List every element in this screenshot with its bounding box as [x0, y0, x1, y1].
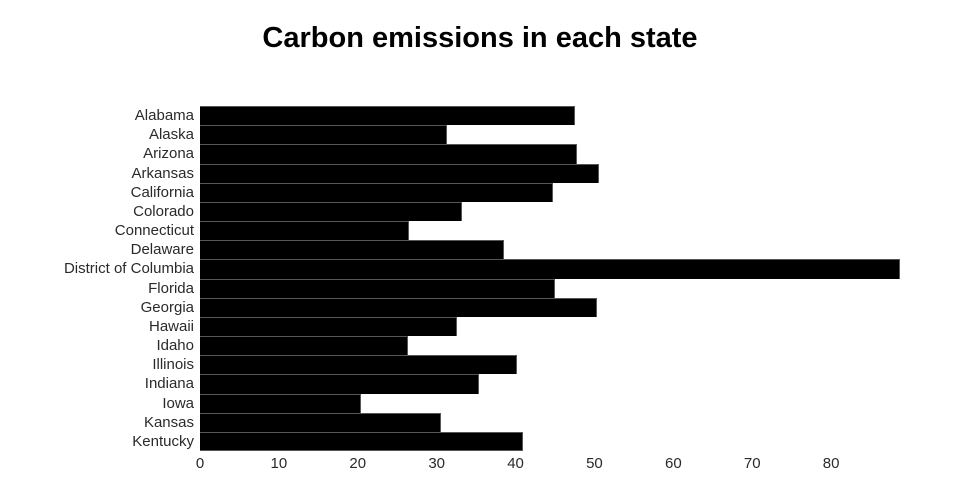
bar-row — [200, 431, 910, 452]
bar-row — [200, 336, 910, 356]
bar-row — [200, 201, 910, 222]
bar — [200, 393, 361, 413]
bar — [200, 221, 410, 241]
bar-row — [200, 412, 910, 432]
x-axis-tick-label: 40 — [507, 455, 524, 472]
bar — [200, 431, 524, 452]
x-axis-tick-label: 50 — [586, 455, 603, 472]
x-axis-ticks: 0 10 20 30 40 50 60 70 80 — [196, 455, 910, 476]
bar — [200, 297, 597, 317]
bar — [200, 240, 504, 260]
y-axis-label: Indiana — [144, 375, 194, 393]
bar-row — [200, 393, 910, 413]
x-axis-tick-label: 30 — [428, 455, 445, 472]
bar-row — [200, 278, 910, 298]
bar-row — [200, 297, 910, 317]
y-axis-label: Arkansas — [131, 164, 194, 182]
bar — [200, 163, 600, 183]
chart-title: Carbon emissions in each state — [262, 22, 698, 54]
y-axis-label: Florida — [148, 279, 194, 297]
y-axis-label: Kentucky — [132, 433, 194, 450]
x-axis-tick-label: 20 — [349, 455, 367, 472]
bar — [200, 259, 900, 279]
bar-row — [200, 355, 910, 375]
x-axis-tick-label: 70 — [743, 455, 761, 472]
y-axis-label: Georgia — [140, 298, 194, 316]
bar-row — [200, 182, 910, 202]
bar-row — [200, 316, 910, 337]
bar-row — [200, 144, 910, 164]
bar — [200, 182, 553, 202]
bar — [200, 355, 518, 375]
bar — [200, 336, 409, 356]
y-axis-label: District of Columbia — [63, 260, 194, 278]
bar — [200, 106, 575, 126]
plot-area — [200, 106, 910, 452]
y-axis-label: Arizona — [143, 145, 194, 163]
bar-row — [200, 106, 910, 126]
y-axis-label: Colorado — [133, 202, 194, 220]
bar-row — [200, 259, 910, 279]
bar — [200, 316, 458, 337]
bar — [200, 144, 578, 164]
y-axis-label: Delaware — [130, 241, 194, 259]
y-axis-label: Alaska — [148, 126, 194, 144]
bar-series — [200, 106, 910, 452]
y-axis-label: Kansas — [143, 413, 194, 431]
bar-row — [200, 240, 910, 260]
x-axis-tick-label: 10 — [270, 455, 288, 472]
bar — [200, 201, 462, 222]
y-axis-labels: Alabama Alaska Arizona Arkansas California Co… — [0, 106, 194, 451]
y-axis-label: Hawaii — [148, 317, 194, 335]
bar-row — [200, 163, 910, 183]
y-axis-label: Iowa — [162, 394, 194, 412]
bar — [200, 125, 447, 145]
x-axis-tick-label: 60 — [664, 455, 682, 472]
y-axis-label: Connecticut — [114, 222, 194, 240]
y-axis-label: Illinois — [152, 356, 194, 374]
y-axis-label: California — [130, 183, 194, 201]
bar-row — [200, 221, 910, 241]
y-axis-label: Idaho — [156, 337, 194, 355]
bar-row — [200, 374, 910, 394]
x-axis-tick-label: 0 — [195, 455, 205, 472]
bar — [200, 374, 480, 394]
x-axis-tick-label: 80 — [822, 455, 840, 472]
bar — [200, 412, 441, 432]
bar — [200, 278, 555, 298]
y-axis-label: Alabama — [134, 107, 194, 125]
bar-row — [200, 125, 910, 145]
